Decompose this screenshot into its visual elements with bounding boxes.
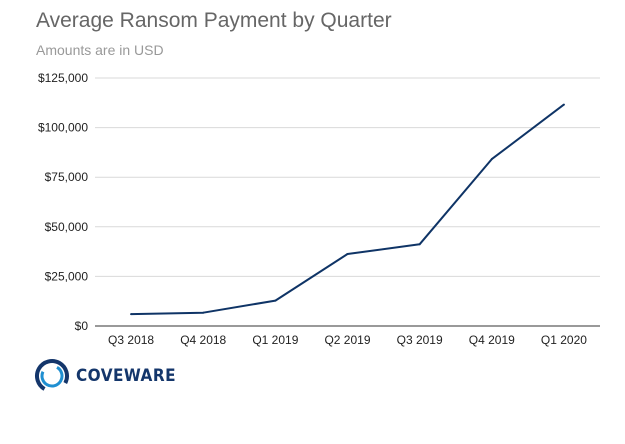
- chart-title: Average Ransom Payment by Quarter: [36, 9, 392, 32]
- y-tick-label: $75,000: [45, 170, 89, 184]
- y-tick-label: $125,000: [38, 71, 88, 85]
- data-point: [274, 299, 277, 302]
- x-tick-label: Q3 2019: [397, 333, 443, 347]
- x-tick-label: Q1 2019: [252, 333, 298, 347]
- x-tick-label: Q4 2018: [180, 333, 226, 347]
- data-point: [346, 252, 349, 255]
- series-line: [131, 103, 565, 316]
- data-point: [562, 103, 565, 106]
- y-tick-label: $100,000: [38, 121, 88, 135]
- data-point: [418, 243, 421, 246]
- data-point: [490, 158, 493, 161]
- x-tick-label: Q4 2019: [469, 333, 515, 347]
- y-tick-label: $50,000: [45, 220, 89, 234]
- coveware-logo-icon: [35, 359, 69, 393]
- x-tick-label: Q1 2020: [541, 333, 587, 347]
- coveware-logo: COVEWARE: [34, 358, 187, 394]
- x-tick-label: Q2 2019: [324, 333, 370, 347]
- x-tick-label: Q3 2018: [108, 333, 154, 347]
- y-tick-label: $25,000: [45, 269, 89, 283]
- chart-subtitle: Amounts are in USD: [36, 42, 164, 58]
- logo-wordmark: COVEWARE: [76, 366, 176, 386]
- data-point: [130, 313, 133, 316]
- data-point: [202, 311, 205, 314]
- y-tick-label: $0: [75, 319, 89, 333]
